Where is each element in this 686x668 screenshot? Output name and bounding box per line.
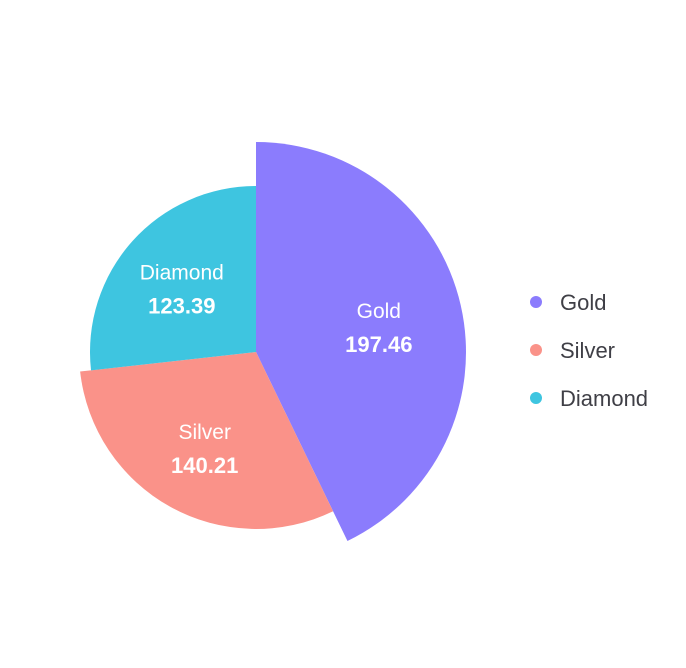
legend-item-diamond[interactable]: Diamond xyxy=(530,386,648,411)
slice-label-name-diamond: Diamond xyxy=(140,262,224,285)
slice-label-name-gold: Gold xyxy=(357,300,401,323)
slice-labels-group: Gold 197.46 Silver 140.21 Diamond 123.39 xyxy=(140,262,413,478)
legend-marker-silver xyxy=(530,344,542,356)
legend-marker-diamond xyxy=(530,392,542,404)
slice-label-value-diamond: 123.39 xyxy=(148,294,215,319)
legend-item-silver[interactable]: Silver xyxy=(530,338,615,363)
legend-label-diamond: Diamond xyxy=(560,386,648,411)
slice-gold[interactable] xyxy=(256,142,466,542)
legend-label-silver: Silver xyxy=(560,338,615,363)
slice-label-value-gold: 197.46 xyxy=(345,332,412,357)
legend-marker-gold xyxy=(530,296,542,308)
legend-item-gold[interactable]: Gold xyxy=(530,290,606,315)
slice-diamond[interactable] xyxy=(89,186,256,371)
legend: Gold Silver Diamond xyxy=(530,290,648,411)
slice-silver[interactable] xyxy=(80,352,334,529)
slices-group xyxy=(80,142,466,542)
slice-label-value-silver: 140.21 xyxy=(171,453,238,478)
legend-label-gold: Gold xyxy=(560,290,606,315)
slice-label-name-silver: Silver xyxy=(178,421,231,444)
